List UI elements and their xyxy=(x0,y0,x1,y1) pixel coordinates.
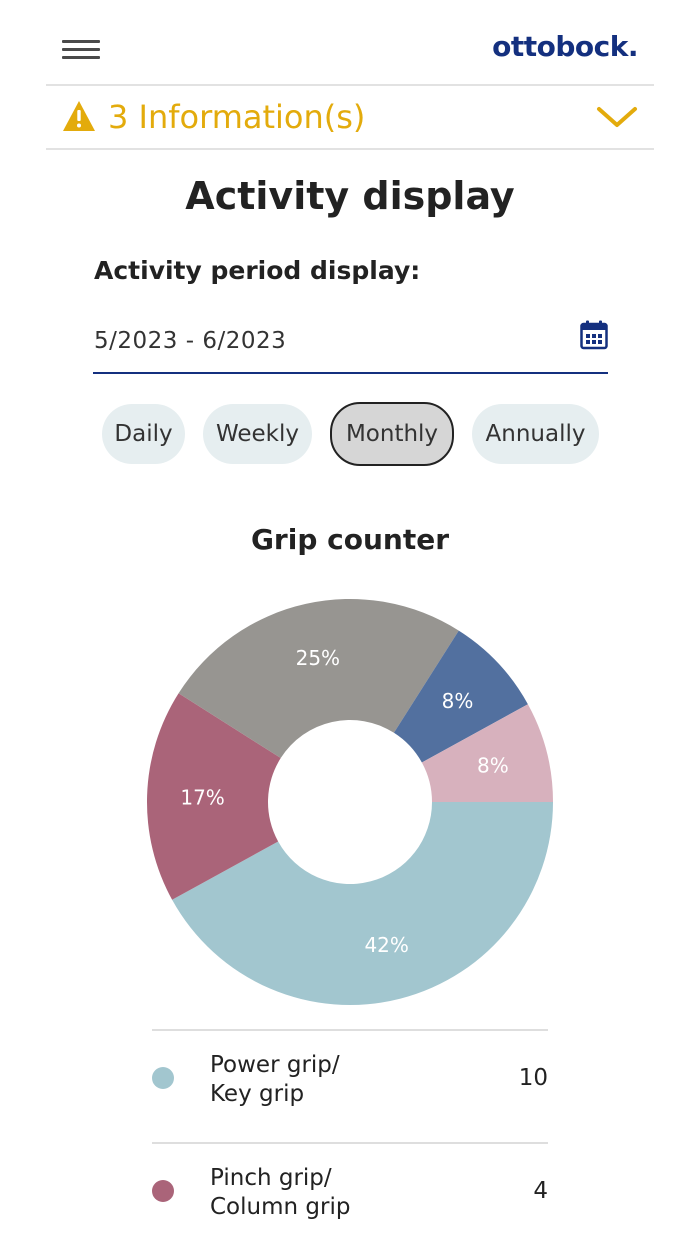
page-title: Activity display xyxy=(185,174,515,218)
calendar-icon[interactable] xyxy=(580,320,608,350)
donut-slice-label-3: 8% xyxy=(442,689,474,713)
legend-count: 10 xyxy=(518,1065,548,1091)
donut-slice-1 xyxy=(146,693,281,900)
legend-count: 4 xyxy=(533,1178,548,1204)
legend-label: Power grip/ Key grip xyxy=(210,1052,340,1107)
donut-slice-label-4: 8% xyxy=(477,753,509,777)
period-monthly-button[interactable]: Monthly xyxy=(330,402,454,466)
chart-title: Grip counter xyxy=(250,523,450,556)
donut-slice-label-0: 42% xyxy=(364,933,408,957)
period-annually-button[interactable]: Annually xyxy=(472,404,599,464)
legend-color-dot xyxy=(152,1180,174,1202)
period-weekly-button[interactable]: Weekly xyxy=(203,404,312,464)
legend-row-power-grip: Power grip/ Key grip 10 xyxy=(152,1029,548,1143)
information-banner[interactable]: 3 Information(s) xyxy=(46,86,654,150)
date-range-field[interactable]: 5/2023 - 6/2023 xyxy=(93,316,608,374)
legend-label: Pinch grip/ Column grip xyxy=(210,1165,351,1220)
donut-slice-0 xyxy=(172,802,553,1005)
ottobock-logo: ottobock. xyxy=(492,30,638,63)
warning-icon xyxy=(63,101,95,131)
donut-slice-4 xyxy=(421,704,553,802)
donut-slice-label-2: 25% xyxy=(296,646,340,670)
chevron-down-icon[interactable] xyxy=(596,102,638,130)
donut-slice-2 xyxy=(178,599,459,759)
grip-counter-donut-chart: 42% 17% 25% 8% 8% xyxy=(146,599,553,1005)
menu-icon[interactable] xyxy=(62,40,100,60)
legend-color-dot xyxy=(152,1067,174,1089)
legend-row-pinch-grip: Pinch grip/ Column grip 4 xyxy=(152,1142,548,1256)
donut-slice-3 xyxy=(393,630,528,763)
donut-slice-label-1: 17% xyxy=(180,785,224,809)
period-daily-button[interactable]: Daily xyxy=(102,404,185,464)
date-range-value: 5/2023 - 6/2023 xyxy=(94,328,287,354)
app-header: ottobock. xyxy=(46,0,654,86)
period-label: Activity period display: xyxy=(94,256,421,285)
information-count-text: 3 Information(s) xyxy=(108,98,366,136)
